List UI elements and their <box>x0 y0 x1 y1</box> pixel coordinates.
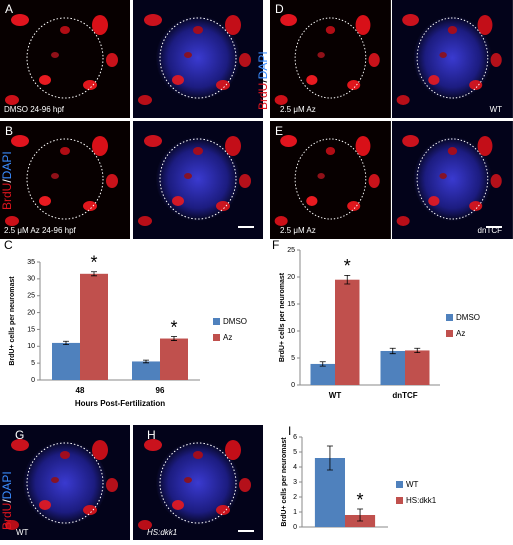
y-tick-label: 30 <box>27 276 35 283</box>
y-tick-label: 15 <box>27 326 35 333</box>
image-label: 2.5 μM Az 24-96 hpf <box>4 226 77 235</box>
stain-slash: / <box>0 499 14 503</box>
error-bar <box>319 361 326 367</box>
stain-label: BrdU/DAPI <box>0 471 14 530</box>
y-tick-label: 0 <box>293 524 297 531</box>
y-tick-label: 5 <box>293 449 297 456</box>
bar <box>310 363 335 385</box>
image-label: 2.5 μM Az <box>280 226 316 235</box>
panel-label: A <box>5 2 13 16</box>
y-tick-label: 2 <box>293 494 297 501</box>
y-tick-label: 5 <box>31 360 35 367</box>
legend-swatch <box>213 318 220 325</box>
legend-label: Az <box>456 329 465 338</box>
y-tick-label: 5 <box>291 355 295 362</box>
y-tick-label: 0 <box>291 382 295 389</box>
y-tick-label: 3 <box>293 479 297 486</box>
y-tick-label: 0 <box>31 377 35 384</box>
bar <box>80 273 108 380</box>
bar <box>160 338 188 380</box>
legend-label: DMSO <box>223 317 247 326</box>
panel-label: G <box>15 428 24 442</box>
bar <box>52 342 80 380</box>
significance-mark: * <box>357 490 364 510</box>
y-tick-label: 25 <box>27 293 35 300</box>
y-tick-label: 20 <box>287 274 295 281</box>
panel-label: B <box>5 124 13 138</box>
stain-label: BrdU/DAPI <box>256 51 270 110</box>
y-axis-label: BrdU+ cells per neuromast <box>281 437 288 527</box>
error-bar <box>389 347 396 355</box>
y-tick-label: 20 <box>27 309 35 316</box>
y-tick-label: 6 <box>293 434 297 441</box>
panel-label: F <box>272 238 279 252</box>
legend-swatch <box>446 314 453 321</box>
significance-mark: * <box>90 253 97 273</box>
y-axis-label: BrdU+ cells per neuromast <box>279 272 286 362</box>
legend-label: WT <box>406 480 419 489</box>
image-label: HS:dkk1 <box>147 528 177 537</box>
stain-brdu: BrdU <box>0 183 14 210</box>
panel-label: H <box>147 428 156 442</box>
y-tick-label: 35 <box>27 259 35 266</box>
error-bar <box>344 274 351 285</box>
y-tick-label: 10 <box>27 343 35 350</box>
panel-label: I <box>288 424 291 438</box>
legend-swatch <box>396 497 403 504</box>
y-tick-label: 4 <box>293 464 297 471</box>
stain-label: BrdU/DAPI <box>0 151 14 210</box>
stain-dapi: DAPI <box>0 471 14 499</box>
error-bar <box>171 336 177 341</box>
stain-brdu: BrdU <box>0 503 14 530</box>
legend-label: Az <box>223 333 232 342</box>
y-tick-label: 1 <box>293 509 297 516</box>
legend-label: HS:dkk1 <box>406 496 437 505</box>
legend-swatch <box>213 334 220 341</box>
bar <box>335 279 360 385</box>
image-label: DMSO 24-96 hpf <box>4 105 65 114</box>
y-tick-label: 10 <box>287 328 295 335</box>
stain-dapi: DAPI <box>0 151 14 179</box>
x-axis-label: Hours Post-Fertilization <box>75 399 165 408</box>
x-tick-label: dnTCF <box>392 391 417 400</box>
significance-mark: * <box>344 256 351 276</box>
panel-label: C <box>4 238 13 252</box>
stain-slash: / <box>0 179 14 183</box>
legend-swatch <box>396 481 403 488</box>
error-bar <box>414 347 421 353</box>
legend-swatch <box>446 330 453 337</box>
x-tick-label: 96 <box>156 386 165 395</box>
y-tick-label: 25 <box>287 247 295 254</box>
error-bar <box>91 271 97 277</box>
image-label: WT <box>16 528 29 537</box>
error-bar <box>357 508 364 522</box>
legend-label: DMSO <box>456 313 480 322</box>
bar <box>380 350 405 385</box>
x-tick-label: WT <box>329 391 342 400</box>
stain-labels: BrdU/DAPI BrdU/DAPI BrdU/DAPI <box>0 51 270 530</box>
y-axis-label: BrdU+ cells per neuromast <box>9 276 16 366</box>
y-tick-label: 15 <box>287 301 295 308</box>
stain-slash: / <box>256 79 270 83</box>
stain-dapi: DAPI <box>256 51 270 79</box>
image-label: dnTCF <box>478 226 503 235</box>
significance-mark: * <box>170 317 177 337</box>
stain-brdu: BrdU <box>256 83 270 110</box>
panel-label: E <box>275 124 283 138</box>
bar <box>405 350 430 385</box>
image-label: WT <box>490 105 503 114</box>
error-bar <box>326 445 333 471</box>
image-label: 2.5 μM Az <box>280 105 316 114</box>
error-bar <box>63 340 69 345</box>
bar <box>132 361 160 380</box>
panel-label: D <box>275 2 284 16</box>
error-bar <box>143 359 149 364</box>
x-tick-label: 48 <box>76 386 85 395</box>
